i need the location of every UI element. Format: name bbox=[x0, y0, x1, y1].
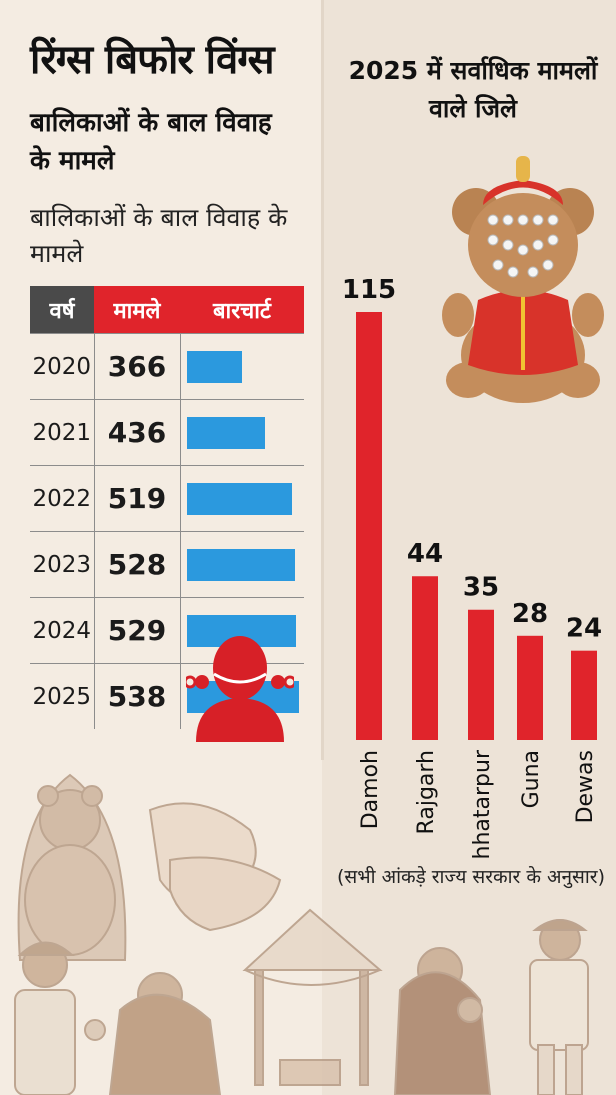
row-bar-cell bbox=[180, 531, 304, 598]
row-bar bbox=[186, 549, 296, 581]
row-bar bbox=[186, 351, 242, 383]
table-row: 2021 436 bbox=[30, 399, 304, 466]
bar-damoh bbox=[356, 312, 382, 740]
category-label: Guna bbox=[519, 750, 544, 808]
category-label: Damoh bbox=[358, 750, 383, 829]
row-cases: 529 bbox=[94, 597, 181, 664]
cases-table: वर्ष मामले बारचार्ट 2020 366 2021 436 2022 51… bbox=[30, 286, 304, 729]
panel-divider bbox=[321, 0, 324, 760]
bar-value-label: 28 bbox=[512, 599, 548, 629]
table-body: 2020 366 2021 436 2022 519 2023 528 2024 529 2025 5… bbox=[30, 333, 304, 729]
wedding-illustrations bbox=[14, 773, 589, 1095]
table-header-row: वर्ष मामले बारचार्ट bbox=[30, 286, 304, 334]
row-bar-cell bbox=[180, 465, 304, 532]
bar-rajgarh bbox=[412, 576, 438, 740]
bar-value-label: 24 bbox=[566, 614, 602, 644]
table-row: 2025 538 bbox=[30, 663, 304, 729]
girl-silhouette-icon bbox=[186, 636, 294, 742]
row-bar bbox=[186, 483, 293, 515]
bar-dewas bbox=[571, 650, 597, 740]
districts-chart-title: 2025 में सर्वाधिक मामलों वाले जिले bbox=[348, 56, 598, 123]
row-year: 2023 bbox=[30, 531, 95, 598]
row-cases: 528 bbox=[94, 531, 181, 598]
bar-value-label: 35 bbox=[463, 573, 499, 603]
header-year: वर्ष bbox=[30, 286, 94, 334]
category-label: Chhatarpur bbox=[470, 749, 495, 860]
bar-value-label: 115 bbox=[342, 275, 396, 305]
row-bar bbox=[186, 417, 265, 449]
category-label: Dewas bbox=[573, 750, 598, 823]
bar-guna bbox=[517, 635, 543, 740]
table-row: 2023 528 bbox=[30, 531, 304, 598]
bar-value-label: 44 bbox=[407, 539, 443, 569]
table-row: 2024 529 bbox=[30, 597, 304, 664]
teddy-bear-groom-icon bbox=[442, 156, 604, 403]
main-title: रिंग्स बिफोर विंग्स bbox=[30, 37, 274, 83]
source-note: (सभी आंकड़े राज्य सरकार के अनुसार) bbox=[337, 866, 605, 888]
row-cases: 366 bbox=[94, 333, 181, 400]
row-year: 2021 bbox=[30, 399, 95, 466]
row-year: 2025 bbox=[30, 663, 95, 729]
row-cases: 519 bbox=[94, 465, 181, 532]
row-year: 2022 bbox=[30, 465, 95, 532]
row-cases: 538 bbox=[94, 663, 181, 729]
subtitle: बालिकाओं के बाल विवाह के मामले bbox=[30, 108, 272, 176]
table-row: 2020 366 bbox=[30, 333, 304, 400]
subtitle-repeat: बालिकाओं के बाल विवाह के मामले bbox=[30, 203, 288, 268]
row-year: 2024 bbox=[30, 597, 95, 664]
row-year: 2020 bbox=[30, 333, 95, 400]
header-barchart: बारचार्ट bbox=[180, 286, 304, 334]
row-bar-cell bbox=[180, 333, 304, 400]
row-cases: 436 bbox=[94, 399, 181, 466]
table-row: 2022 519 bbox=[30, 465, 304, 532]
category-label: Rajgarh bbox=[414, 750, 439, 834]
chart-bars: 115 Damoh 44 Rajgarh 35 Chhatarpur 28 Guna 24 Dew… bbox=[342, 275, 602, 860]
bar-chhatarpur bbox=[468, 609, 494, 740]
row-bar-cell bbox=[180, 399, 304, 466]
header-cases: मामले bbox=[94, 286, 180, 334]
districts-bar-chart: 115 Damoh 44 Rajgarh 35 Chhatarpur 28 Guna 24 Dew… bbox=[342, 275, 602, 860]
